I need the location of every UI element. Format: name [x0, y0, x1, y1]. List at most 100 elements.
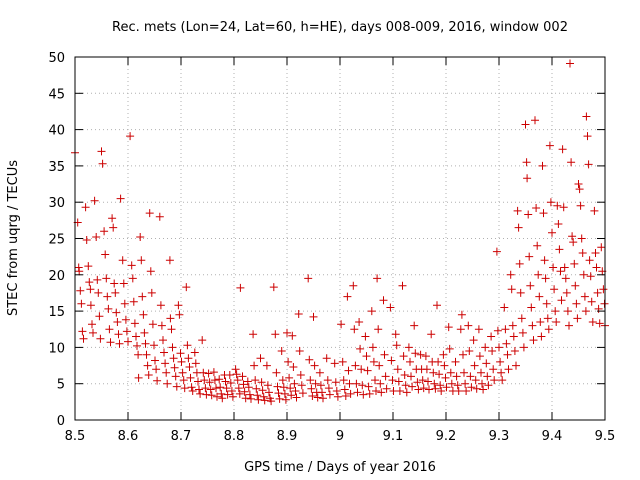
- data-point: [506, 270, 515, 279]
- data-point: [452, 372, 461, 381]
- data-point: [577, 234, 586, 243]
- data-point: [394, 377, 403, 386]
- data-point: [155, 212, 164, 221]
- data-point: [392, 341, 401, 350]
- data-point: [590, 206, 599, 215]
- data-point: [172, 382, 181, 391]
- data-point: [599, 285, 608, 294]
- data-point: [199, 368, 208, 377]
- data-point: [185, 363, 194, 371]
- data-point: [549, 263, 558, 272]
- data-point: [539, 209, 548, 218]
- data-point: [587, 297, 596, 306]
- data-point: [357, 365, 366, 374]
- data-point: [93, 275, 102, 284]
- data-point: [543, 314, 552, 323]
- data-point: [241, 394, 250, 403]
- grid-lines: [75, 57, 605, 420]
- data-point: [519, 343, 528, 352]
- data-point: [339, 376, 348, 385]
- data-point: [497, 368, 506, 377]
- data-point: [163, 379, 172, 388]
- data-point: [221, 377, 230, 386]
- data-point: [156, 301, 165, 310]
- data-point: [375, 361, 384, 370]
- data-point: [437, 387, 446, 395]
- data-point: [516, 288, 525, 297]
- data-point: [408, 382, 417, 391]
- data-point: [90, 196, 99, 205]
- data-point: [538, 161, 547, 170]
- data-point: [250, 361, 259, 370]
- data-point: [372, 387, 380, 395]
- y-tick-label: 25: [48, 233, 65, 248]
- data-point: [82, 236, 91, 244]
- data-point: [232, 370, 241, 379]
- data-point: [571, 281, 580, 290]
- data-point: [315, 368, 324, 377]
- data-point: [106, 338, 115, 347]
- data-point: [542, 299, 551, 308]
- data-point: [465, 347, 474, 355]
- data-point: [446, 368, 455, 377]
- data-point: [435, 370, 444, 379]
- data-point: [562, 288, 571, 297]
- data-point: [194, 377, 202, 386]
- data-point: [105, 325, 114, 334]
- data-point: [414, 385, 423, 394]
- data-point: [170, 363, 179, 372]
- data-point: [353, 388, 362, 397]
- data-point: [133, 341, 141, 350]
- data-point: [534, 270, 543, 279]
- data-point: [419, 384, 428, 393]
- data-point: [332, 387, 341, 395]
- data-point: [469, 336, 478, 345]
- y-tick-label: 40: [48, 124, 65, 139]
- data-point: [124, 337, 132, 346]
- data-point: [563, 307, 572, 316]
- y-tick-label: 20: [48, 269, 65, 284]
- data-point: [253, 391, 262, 400]
- plot-frame: [74, 56, 606, 421]
- data-point: [340, 385, 349, 394]
- data-point: [492, 247, 501, 256]
- data-point: [434, 357, 443, 366]
- data-point: [489, 365, 498, 374]
- data-point: [406, 357, 414, 366]
- data-point: [150, 341, 158, 350]
- data-point: [500, 303, 509, 312]
- data-point: [319, 394, 327, 403]
- data-point: [338, 357, 347, 366]
- data-point: [567, 158, 576, 167]
- data-point: [114, 330, 123, 339]
- data-point: [478, 379, 486, 388]
- data-point: [526, 281, 535, 290]
- data-point: [583, 132, 592, 141]
- data-point: [165, 256, 174, 265]
- data-point: [535, 292, 544, 301]
- data-point: [413, 378, 422, 387]
- data-point: [451, 357, 460, 366]
- data-point: [280, 389, 289, 398]
- data-point: [592, 263, 601, 272]
- data-point: [580, 292, 589, 301]
- data-point: [323, 376, 332, 385]
- data-point: [482, 359, 491, 368]
- data-point: [556, 267, 565, 276]
- data-point: [422, 365, 431, 374]
- data-point: [350, 325, 359, 334]
- data-point: [285, 373, 294, 382]
- data-point: [179, 376, 188, 385]
- data-point: [393, 365, 402, 374]
- data-point: [218, 394, 227, 403]
- data-point: [245, 390, 254, 399]
- data-point: [306, 376, 315, 385]
- data-point: [400, 371, 409, 379]
- data-point: [290, 379, 299, 388]
- data-point: [349, 281, 358, 290]
- data-point: [501, 325, 510, 334]
- data-point: [433, 301, 441, 310]
- data-point: [410, 321, 419, 330]
- x-tick-label: 9.1: [383, 429, 404, 444]
- data-point: [523, 174, 532, 183]
